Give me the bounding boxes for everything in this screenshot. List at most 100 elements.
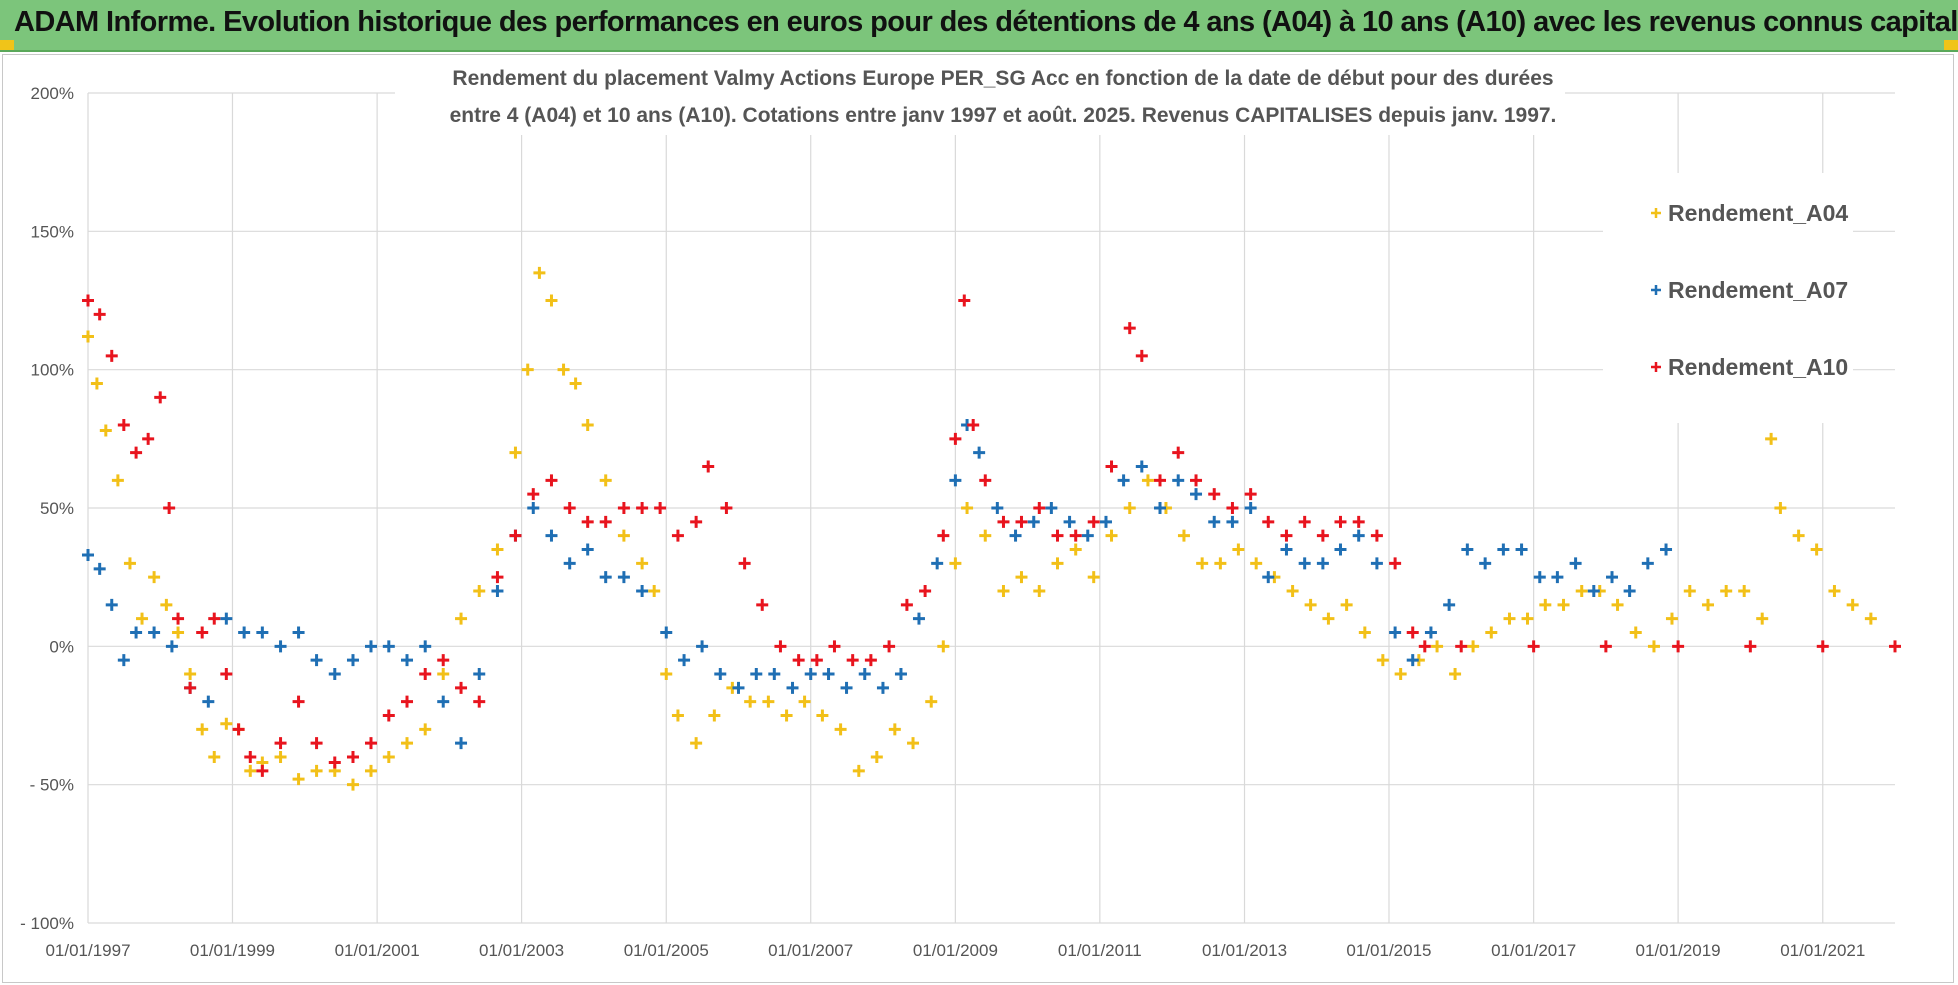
chart-frame: 200% 150% 100% 50% 0% - 50% - 100% 01/01/1997 0… (2, 54, 1954, 983)
data-point (419, 640, 432, 653)
data-point (1196, 557, 1209, 570)
data-point (1521, 612, 1534, 625)
data-point (346, 751, 359, 763)
data-point (1539, 598, 1552, 611)
data-point (1226, 502, 1239, 514)
data-point (563, 502, 576, 514)
data-point (1033, 502, 1046, 514)
data-point (756, 598, 769, 611)
data-point (274, 751, 287, 763)
chart-title-background (395, 63, 1565, 135)
data-point (382, 640, 395, 653)
data-point (1611, 598, 1624, 611)
data-point (82, 549, 94, 562)
data-point (82, 294, 94, 307)
data-point (925, 695, 938, 708)
legend-item: Rendement_A07 (1651, 277, 1848, 303)
data-point (1527, 640, 1540, 653)
x-tick-label: 01/01/2005 (624, 941, 709, 960)
data-point (1009, 529, 1022, 542)
data-point (828, 640, 841, 653)
data-point (364, 640, 377, 653)
data-point (1660, 543, 1673, 556)
data-point (671, 529, 684, 542)
data-point (1665, 612, 1678, 625)
data-point (931, 557, 944, 570)
data-point (1864, 612, 1877, 625)
data-point (533, 266, 546, 279)
data-point (1394, 668, 1407, 680)
data-point (840, 681, 853, 694)
legend-label: Rendement_A07 (1668, 277, 1848, 303)
data-point (274, 640, 287, 653)
data-point (858, 668, 871, 680)
data-point (883, 640, 896, 653)
data-point (864, 654, 877, 667)
data-point (1575, 585, 1588, 597)
data-point (1250, 557, 1263, 570)
data-point (1672, 640, 1685, 653)
data-point (750, 668, 763, 680)
data-point (473, 585, 486, 597)
x-tick-label: 01/01/2017 (1491, 941, 1576, 960)
data-point (1123, 502, 1136, 514)
data-point (1720, 585, 1733, 597)
data-point (1424, 626, 1437, 639)
data-point (256, 626, 269, 639)
data-point (1756, 612, 1769, 625)
data-point (1172, 474, 1185, 487)
data-point (1099, 515, 1112, 528)
data-point (816, 709, 829, 722)
data-point (1280, 529, 1293, 542)
data-point (979, 474, 992, 487)
legend: Rendement_A04 Rendement_A07 Rendement_A10 (1651, 200, 1848, 380)
data-point (1389, 557, 1402, 570)
data-point (660, 626, 673, 639)
data-point (1497, 543, 1510, 556)
data-point (744, 695, 757, 708)
data-point (888, 723, 901, 736)
data-point (967, 419, 980, 431)
data-point (437, 654, 450, 667)
data-point (1533, 571, 1546, 584)
data-point (762, 695, 775, 708)
data-point (521, 363, 534, 376)
x-tick-label: 01/01/2015 (1346, 941, 1431, 960)
data-point (1280, 543, 1293, 556)
x-tick-label: 01/01/2013 (1202, 941, 1287, 960)
chart-title-line-1: Rendement du placement Valmy Actions Eur… (452, 67, 1553, 90)
series-Rendement_A10 (82, 294, 1901, 777)
data-point (870, 751, 883, 763)
data-point (738, 557, 751, 570)
data-point (491, 571, 504, 584)
y-tick-label: - 50% (30, 776, 74, 795)
data-point (810, 654, 823, 667)
data-point (346, 654, 359, 667)
data-point (958, 294, 971, 307)
data-point (1370, 529, 1383, 542)
data-point (937, 529, 950, 542)
data-point (527, 502, 540, 514)
data-point (696, 640, 709, 653)
x-tick-label: 01/01/1997 (45, 941, 130, 960)
data-point (1244, 488, 1257, 501)
data-point (1063, 515, 1076, 528)
data-point (154, 391, 167, 404)
data-point (563, 557, 576, 570)
data-point (1846, 598, 1859, 611)
data-point (1358, 626, 1371, 639)
data-point (196, 723, 209, 736)
data-point (1431, 640, 1444, 653)
data-point (569, 377, 582, 390)
data-point (364, 737, 377, 750)
data-point (419, 723, 432, 736)
data-point (244, 751, 257, 763)
legend-item: Rendement_A04 (1651, 200, 1848, 226)
chart-title-line-2: entre 4 (A04) et 10 ans (A10). Cotations… (450, 104, 1557, 127)
data-point (636, 585, 649, 597)
x-tick-label: 01/01/2001 (335, 941, 420, 960)
legend-marker (1651, 362, 1661, 372)
data-point (382, 709, 395, 722)
data-point (172, 612, 185, 625)
data-point (123, 557, 136, 570)
